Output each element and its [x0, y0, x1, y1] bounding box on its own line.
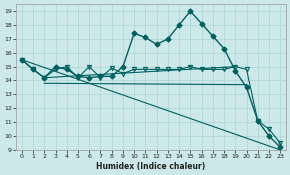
X-axis label: Humidex (Indice chaleur): Humidex (Indice chaleur)	[96, 162, 206, 171]
